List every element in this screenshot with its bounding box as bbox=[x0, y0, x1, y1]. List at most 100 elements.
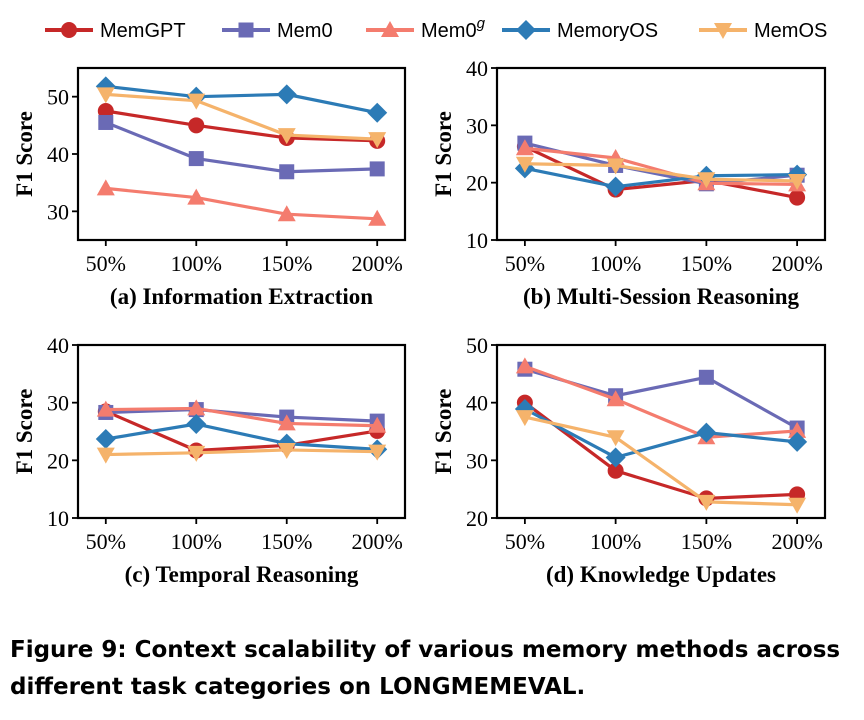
series-line-memoryos bbox=[524, 166, 798, 189]
data-point-mem0g bbox=[368, 416, 387, 433]
x-tick-label: 200% bbox=[771, 251, 822, 276]
y-tick-label: 10 bbox=[466, 228, 488, 253]
data-point-mem0g bbox=[606, 390, 625, 407]
legend-label-text: MemOS bbox=[754, 20, 827, 42]
chart-panel-2: 10 20 30 40 50% 100% 150% 200% F1 Score (b) Multi… bbox=[431, 56, 827, 309]
data-point-memoryos bbox=[186, 414, 207, 435]
y-tick-label: 40 bbox=[47, 333, 69, 358]
y-axis-label: F1 Score bbox=[431, 389, 456, 475]
x-tick-label: 100% bbox=[590, 529, 641, 554]
legend-item-memos: MemOS bbox=[699, 20, 827, 42]
data-point-memoryos bbox=[276, 84, 297, 105]
data-point-mem0g bbox=[187, 188, 206, 205]
data-point-memos bbox=[96, 447, 115, 464]
data-point-memos bbox=[606, 430, 625, 447]
data-point-mem0g bbox=[96, 400, 115, 417]
data-point-memoryos bbox=[605, 176, 626, 197]
legend-label: MemoryOS bbox=[557, 20, 658, 42]
legend-label: Mem0g bbox=[421, 15, 486, 42]
series-mem0 bbox=[98, 114, 385, 180]
series-line-memoryos bbox=[105, 422, 378, 451]
series-line-mem0g bbox=[105, 186, 378, 221]
y-tick-label: 40 bbox=[466, 391, 488, 416]
data-point-memgpt bbox=[789, 189, 806, 206]
data-point-memos bbox=[606, 158, 625, 175]
data-point-mem0 bbox=[98, 114, 114, 130]
chart-panel-4: 20 30 40 50 50% 100% 150% 200% F1 Score (d) Knowl… bbox=[431, 333, 827, 587]
data-point-mem0g bbox=[788, 421, 807, 438]
series-line-mem0g bbox=[105, 406, 378, 428]
y-tick-label: 50 bbox=[47, 85, 69, 110]
series-memoryos bbox=[95, 76, 388, 123]
legend-label-superscript: g bbox=[477, 15, 486, 32]
series-memos bbox=[515, 156, 807, 190]
series-line-memoryos bbox=[524, 407, 798, 460]
y-tick-label: 20 bbox=[466, 171, 488, 196]
legend-item-mem0g: Mem0g bbox=[366, 15, 486, 42]
x-tick-label: 150% bbox=[261, 529, 312, 554]
plot-frame bbox=[76, 66, 407, 242]
y-axis-label: F1 Score bbox=[12, 389, 37, 475]
data-point-memoryos bbox=[95, 428, 116, 449]
data-point-memgpt bbox=[607, 462, 624, 479]
data-point-memoryos bbox=[696, 422, 717, 443]
series-memos bbox=[96, 442, 387, 464]
chart-panel-3: 10 20 30 40 50% 100% 150% 200% F1 Score (c) Tempo… bbox=[12, 333, 407, 587]
data-point-memos bbox=[277, 128, 296, 145]
series-line-mem0 bbox=[105, 407, 378, 423]
data-point-memos bbox=[277, 442, 296, 459]
series-memos bbox=[96, 87, 387, 149]
x-tick-label: 150% bbox=[261, 251, 312, 276]
data-point-mem0 bbox=[369, 161, 385, 177]
data-point-memos bbox=[515, 156, 534, 173]
y-tick-label: 40 bbox=[47, 142, 69, 167]
data-point-memos bbox=[368, 132, 387, 149]
legend-label-text: Mem0 bbox=[277, 20, 333, 42]
x-tick-label: 100% bbox=[171, 251, 222, 276]
legend-marker-memoryos bbox=[516, 20, 536, 40]
data-point-mem0g bbox=[187, 399, 206, 416]
legend-marker-memos bbox=[714, 23, 732, 39]
y-tick-label: 30 bbox=[466, 113, 488, 138]
y-tick-label: 50 bbox=[466, 333, 488, 358]
y-tick-label: 30 bbox=[47, 199, 69, 224]
data-point-mem0g bbox=[515, 357, 534, 374]
data-point-memos bbox=[788, 173, 807, 190]
y-tick-label: 20 bbox=[466, 506, 488, 531]
legend-label: MemGPT bbox=[100, 20, 186, 42]
data-point-memos bbox=[697, 172, 716, 189]
panel-title: (b) Multi-Session Reasoning bbox=[523, 284, 800, 309]
series-mem0g bbox=[96, 399, 387, 433]
series-line-memos bbox=[105, 448, 378, 457]
x-tick-label: 50% bbox=[86, 529, 126, 554]
series-memos bbox=[515, 410, 807, 514]
data-point-mem0g bbox=[515, 139, 534, 156]
data-point-mem0 bbox=[279, 164, 295, 180]
data-point-memos bbox=[788, 497, 807, 514]
series-line-memgpt bbox=[105, 109, 378, 143]
legend-label-text: Mem0 bbox=[421, 20, 477, 42]
y-tick-label: 10 bbox=[47, 506, 69, 531]
data-point-memoryos bbox=[787, 431, 808, 452]
panel-title: (d) Knowledge Updates bbox=[546, 562, 776, 587]
panel-title: (c) Temporal Reasoning bbox=[125, 562, 359, 587]
legend-marker-memgpt bbox=[61, 22, 77, 38]
y-tick-label: 40 bbox=[466, 56, 488, 81]
x-tick-label: 200% bbox=[352, 529, 403, 554]
data-point-memos bbox=[515, 410, 534, 427]
data-point-mem0g bbox=[368, 209, 387, 226]
data-point-mem0 bbox=[698, 369, 714, 385]
data-point-memoryos bbox=[367, 102, 388, 123]
data-point-memoryos bbox=[605, 447, 626, 468]
series-mem0g bbox=[515, 357, 807, 445]
chart-panels: 30 40 50 50% 100% 150% 200% F1 Score (a) Informa… bbox=[12, 56, 827, 587]
legend-label-text: MemoryOS bbox=[557, 20, 658, 42]
y-tick-label: 30 bbox=[47, 391, 69, 416]
series-line-memos bbox=[105, 92, 378, 141]
series-line-mem0g bbox=[524, 146, 798, 186]
x-tick-label: 50% bbox=[505, 529, 545, 554]
x-tick-label: 200% bbox=[352, 251, 403, 276]
figure-caption: Figure 9: Context scalability of various… bbox=[10, 637, 841, 700]
data-point-mem0g bbox=[277, 414, 296, 431]
